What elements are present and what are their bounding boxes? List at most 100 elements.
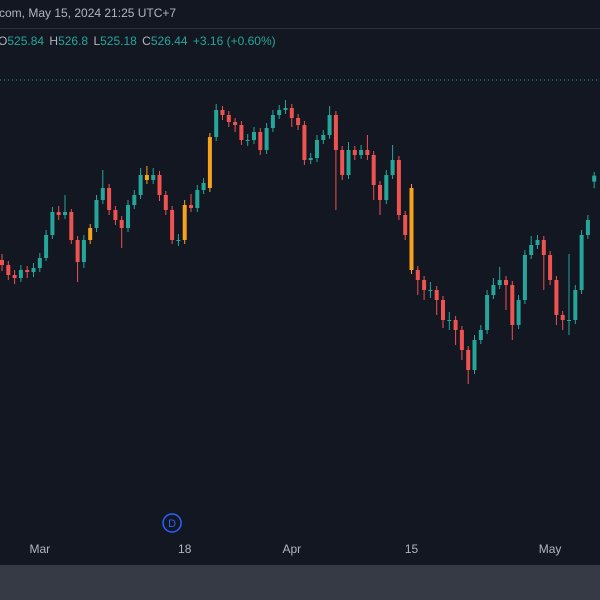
candle-body [315,140,319,158]
candle-body [396,160,401,215]
candle-body [25,270,30,272]
candle-body [485,295,490,330]
candle-body [592,175,597,182]
candle-body [75,240,80,262]
candle-body [516,300,521,325]
candle-body [384,175,389,200]
candle-body [277,110,282,115]
candle-body [371,155,376,185]
candle-body [107,188,112,210]
candle-body [573,290,578,320]
candle-body [113,210,118,220]
candle-body [472,340,477,370]
candle-body [207,137,212,188]
candle-body [390,160,395,175]
candle-body [491,285,496,295]
candle-body [466,350,471,370]
candle-body [81,240,86,262]
header-title: com, May 15, 2024 21:25 UTC+7 [0,6,176,20]
candle-body [163,195,168,210]
candle-body [201,183,206,190]
candle-body [226,115,231,122]
candle-body [352,150,357,155]
candle-body [220,110,225,115]
candle-body [415,270,420,280]
candle-body [567,320,571,321]
candle-body [94,200,99,228]
ohlc-value: 526.44 [151,34,188,48]
x-tick-label: Mar [29,542,50,556]
candle-body [63,212,67,215]
candle-body [365,150,370,155]
candle-body [126,205,130,228]
candle-body [189,205,193,208]
candle-body [340,150,345,175]
x-tick-label: 18 [178,542,192,556]
ohlc-value: 526.8 [58,34,88,48]
candle-body [195,190,200,208]
candle-body [308,158,313,160]
candle-body [100,188,105,200]
candle-body [346,150,351,175]
candle-body [144,175,149,180]
event-marker [162,513,182,533]
candle-body [327,115,332,135]
candle-body [403,215,408,235]
candle-body [422,280,427,290]
candle-body [151,175,156,180]
candle-body [132,195,137,205]
candle-body [258,132,263,150]
candle-body [585,220,590,235]
candle-body [233,122,238,125]
candle-body [302,125,307,160]
candle-body [270,115,275,128]
candle-body [264,128,269,150]
candle-body [245,140,250,141]
candle-body [447,320,452,321]
candle-body [504,280,508,285]
candle-body [0,260,4,265]
candle-body [579,235,584,290]
candle-body [31,268,36,272]
candle-body [529,245,534,255]
ohlc-letter: H [49,34,58,48]
candle-body [18,270,23,278]
candle-body [239,125,244,140]
ohlc-value: 525.84 [7,34,44,48]
candle-body [510,285,515,325]
candle-body [560,315,565,320]
candle-body [333,115,338,150]
ohlc-letter: L [93,34,100,48]
candle-body [409,188,414,270]
candle-body [522,255,527,300]
candle-body [88,228,93,240]
candle-body [548,255,553,280]
candle-body [321,135,326,140]
candle-body [283,108,288,110]
candle-body [289,108,294,118]
x-tick-label: Apr [282,542,301,556]
candle-body [214,110,219,137]
ohlc-letter: C [142,34,151,48]
candle-body [6,265,11,275]
x-tick-label: May [539,542,562,556]
candle-body [434,290,439,300]
candle-body [37,258,42,268]
candle-body [44,235,49,258]
candle-body [56,212,61,215]
bottom-bar [0,565,600,600]
candle-body [138,175,143,195]
candle-body [69,212,74,240]
candle-body [497,280,502,285]
candle-body [157,175,162,195]
candle-body [459,330,464,350]
candle-body [554,280,559,315]
candle-body [182,205,187,240]
candle-body [535,240,540,245]
ohlc-value: 525.18 [100,34,137,48]
candle-body [170,210,175,240]
candle-body [441,300,445,320]
